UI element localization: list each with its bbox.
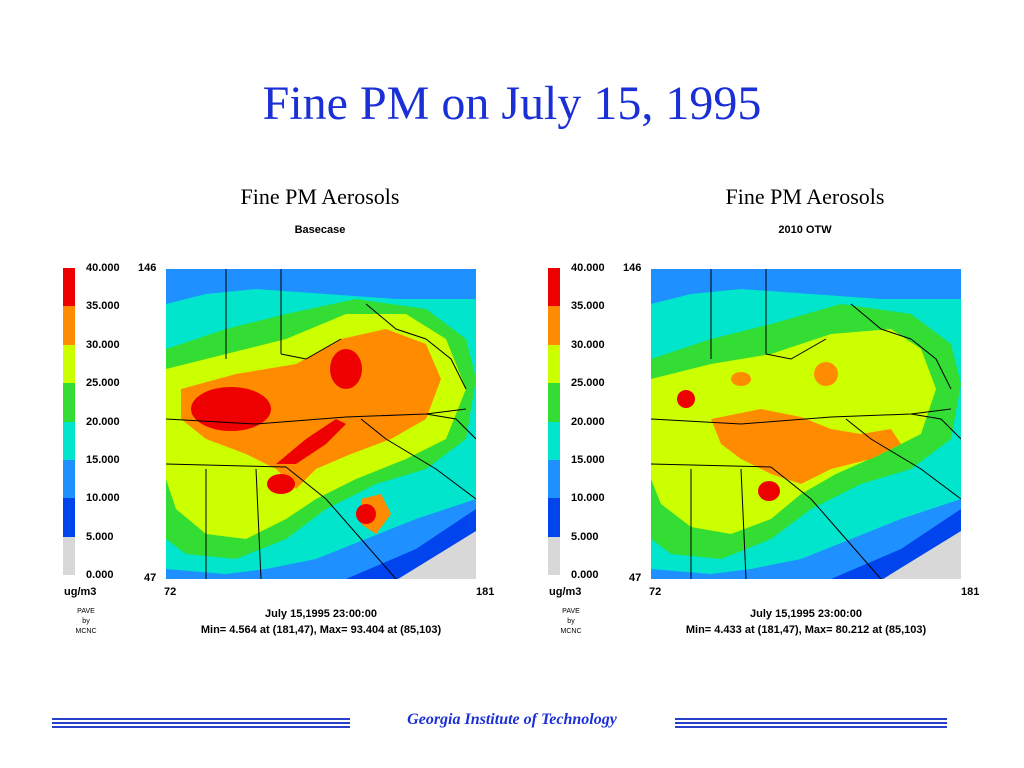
legend-swatch-20-25 — [63, 383, 75, 422]
color-legend — [63, 268, 75, 576]
map-minmax: Min= 4.564 at (181,47), Max= 93.404 at (… — [200, 624, 442, 636]
slide-title: Fine PM on July 15, 1995 — [262, 77, 762, 130]
y-axis-bottom-label: 47 — [629, 572, 642, 584]
legend-swatch-10-15 — [63, 459, 75, 499]
legend-tick-label: 15.000 — [571, 454, 605, 466]
pm-concentration-map — [651, 269, 961, 579]
legend-tick-label: 5.000 — [86, 530, 114, 543]
color-legend — [548, 268, 560, 576]
map-timestamp: July 15,1995 23:00:00 — [265, 608, 377, 620]
legend-swatch-30-35 — [63, 306, 75, 345]
y-axis-top-label: 146 — [138, 262, 157, 274]
legend-tick-label: 30.000 — [86, 338, 120, 351]
legend-tick-label: 15.000 — [86, 454, 120, 466]
panel-title: Fine PM Aerosols — [725, 184, 885, 209]
legend-swatch-20-25 — [548, 383, 560, 422]
legend-tick-label: 25.000 — [571, 377, 605, 390]
map-panel-2010-otw: Fine PM Aerosols 2010 OTW 40.000 35.000 … — [545, 176, 985, 656]
footer-rule-left — [52, 718, 350, 728]
legend-tick-label: 5.000 — [571, 530, 599, 543]
credit-text: PAVE by MCNC — [560, 608, 582, 635]
legend-swatch-5-10 — [548, 498, 560, 537]
x-axis-right-label: 181 — [476, 586, 495, 598]
map-timestamp: July 15,1995 23:00:00 — [750, 608, 862, 620]
legend-swatch-30-35 — [548, 306, 560, 345]
legend-unit: ug/m3 — [549, 586, 582, 598]
x-axis-right-label: 181 — [961, 586, 980, 598]
y-axis-top-label: 146 — [623, 262, 642, 274]
x-axis-left-label: 72 — [164, 586, 177, 598]
legend-tick-label: 0.000 — [86, 569, 114, 582]
legend-swatch-0-5 — [548, 536, 560, 576]
credit-text: PAVE by MCNC — [75, 608, 97, 635]
legend-tick-label: 30.000 — [571, 338, 605, 351]
footer-institution: Georgia Institute of Technology — [407, 711, 617, 728]
legend-swatch-35-40 — [63, 268, 75, 307]
legend-tick-label: 0.000 — [571, 569, 599, 582]
map-svg — [651, 269, 961, 579]
map-minmax: Min= 4.433 at (181,47), Max= 80.212 at (… — [685, 624, 927, 636]
pm-concentration-map — [166, 269, 476, 579]
legend-tick-label: 20.000 — [86, 415, 120, 428]
legend-tick-label: 10.000 — [86, 492, 120, 505]
legend-tick-label: 25.000 — [86, 377, 120, 390]
map-panel-basecase: Fine PM Aerosols Basecase 40.000 35.000 … — [60, 176, 500, 656]
footer-rule-right — [675, 718, 947, 728]
legend-tick-label: 40.000 — [86, 262, 120, 274]
y-axis-bottom-label: 47 — [144, 572, 157, 584]
legend-tick-label: 10.000 — [571, 492, 605, 505]
panel-subtitle: 2010 OTW — [778, 224, 832, 236]
legend-swatch-15-20 — [63, 421, 75, 460]
legend-swatch-35-40 — [548, 268, 560, 307]
panel-subtitle: Basecase — [294, 224, 346, 236]
legend-swatch-10-15 — [548, 459, 560, 499]
legend-tick-label: 20.000 — [571, 415, 605, 428]
legend-tick-label: 35.000 — [571, 300, 605, 313]
legend-swatch-0-5 — [63, 536, 75, 576]
map-svg — [166, 269, 476, 579]
legend-swatch-5-10 — [63, 498, 75, 537]
legend-swatch-25-30 — [548, 344, 560, 384]
legend-tick-label: 35.000 — [86, 300, 120, 313]
x-axis-left-label: 72 — [649, 586, 662, 598]
panel-title: Fine PM Aerosols — [240, 184, 400, 209]
legend-swatch-25-30 — [63, 344, 75, 384]
legend-unit: ug/m3 — [64, 586, 97, 598]
legend-swatch-15-20 — [548, 421, 560, 460]
legend-tick-label: 40.000 — [571, 262, 605, 274]
